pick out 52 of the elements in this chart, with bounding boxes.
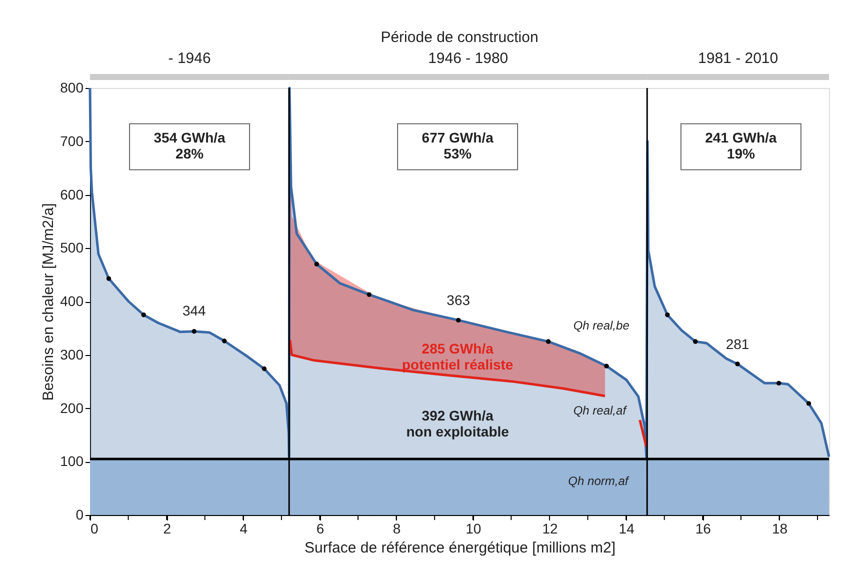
point xyxy=(546,339,551,344)
y-tick-label: 100 xyxy=(60,453,84,470)
point xyxy=(366,292,372,297)
annotation: 285 GWh/a potentiel réaliste xyxy=(402,340,514,373)
chart-title: Période de construction xyxy=(380,29,538,46)
point xyxy=(192,329,196,334)
point xyxy=(776,380,782,386)
annotation: 677 GWh/a 53% xyxy=(422,130,494,162)
annotation: Qh real,af xyxy=(573,404,628,418)
annotation: 344 xyxy=(182,302,206,318)
x-tick-label: 14 xyxy=(618,520,635,536)
x-tick-label: 2 xyxy=(163,520,172,536)
text: 1981 - 2010 xyxy=(698,50,778,67)
point xyxy=(665,312,670,318)
y-tick-label: 400 xyxy=(60,293,84,309)
x-tick-label: 18 xyxy=(772,520,788,536)
annotation: 392 GWh/a non exploitable xyxy=(406,407,510,440)
annotation: 281 xyxy=(726,336,750,352)
annotation: Qh real,be xyxy=(573,318,630,333)
ref-line-label: Qh norm,af xyxy=(568,474,630,488)
x-tick-label: 6 xyxy=(316,520,324,536)
text: - 1946 xyxy=(168,50,211,67)
line-series xyxy=(288,338,606,398)
y-tick-label: 500 xyxy=(60,240,84,256)
annotation: 241 GWh/a 19% xyxy=(705,130,777,162)
point xyxy=(735,362,740,366)
point xyxy=(141,312,146,318)
y-tick-label: 600 xyxy=(60,186,84,202)
y-axis-title: Besoins en chaleur [MJ/m2/a] xyxy=(40,203,58,401)
text: 1946 - 1980 xyxy=(428,50,508,67)
x-tick-label: 16 xyxy=(695,520,712,536)
point xyxy=(106,276,112,281)
annotation: 363 xyxy=(446,292,470,308)
x-axis-title: Surface de référence énergétique [millions m2] xyxy=(304,540,616,556)
y-tick-label: 0 xyxy=(76,506,84,522)
point xyxy=(693,339,698,344)
x-tick-label: 0 xyxy=(90,520,98,536)
y-tick-label: 700 xyxy=(60,132,84,149)
y-tick-label: 200 xyxy=(60,400,84,416)
x-tick-label: 10 xyxy=(466,520,482,536)
x-tick-label: 4 xyxy=(240,520,248,536)
y-tick-label: 300 xyxy=(60,346,84,362)
y-tick-label: 800 xyxy=(60,80,84,96)
x-tick-label: 8 xyxy=(392,520,401,536)
x-tick-label: 12 xyxy=(542,520,558,536)
point xyxy=(604,364,609,368)
point xyxy=(262,366,267,372)
point xyxy=(456,318,461,323)
point xyxy=(222,338,227,344)
point xyxy=(806,401,812,406)
point xyxy=(314,262,320,266)
annotation: 354 GWh/a 28% xyxy=(154,130,226,162)
